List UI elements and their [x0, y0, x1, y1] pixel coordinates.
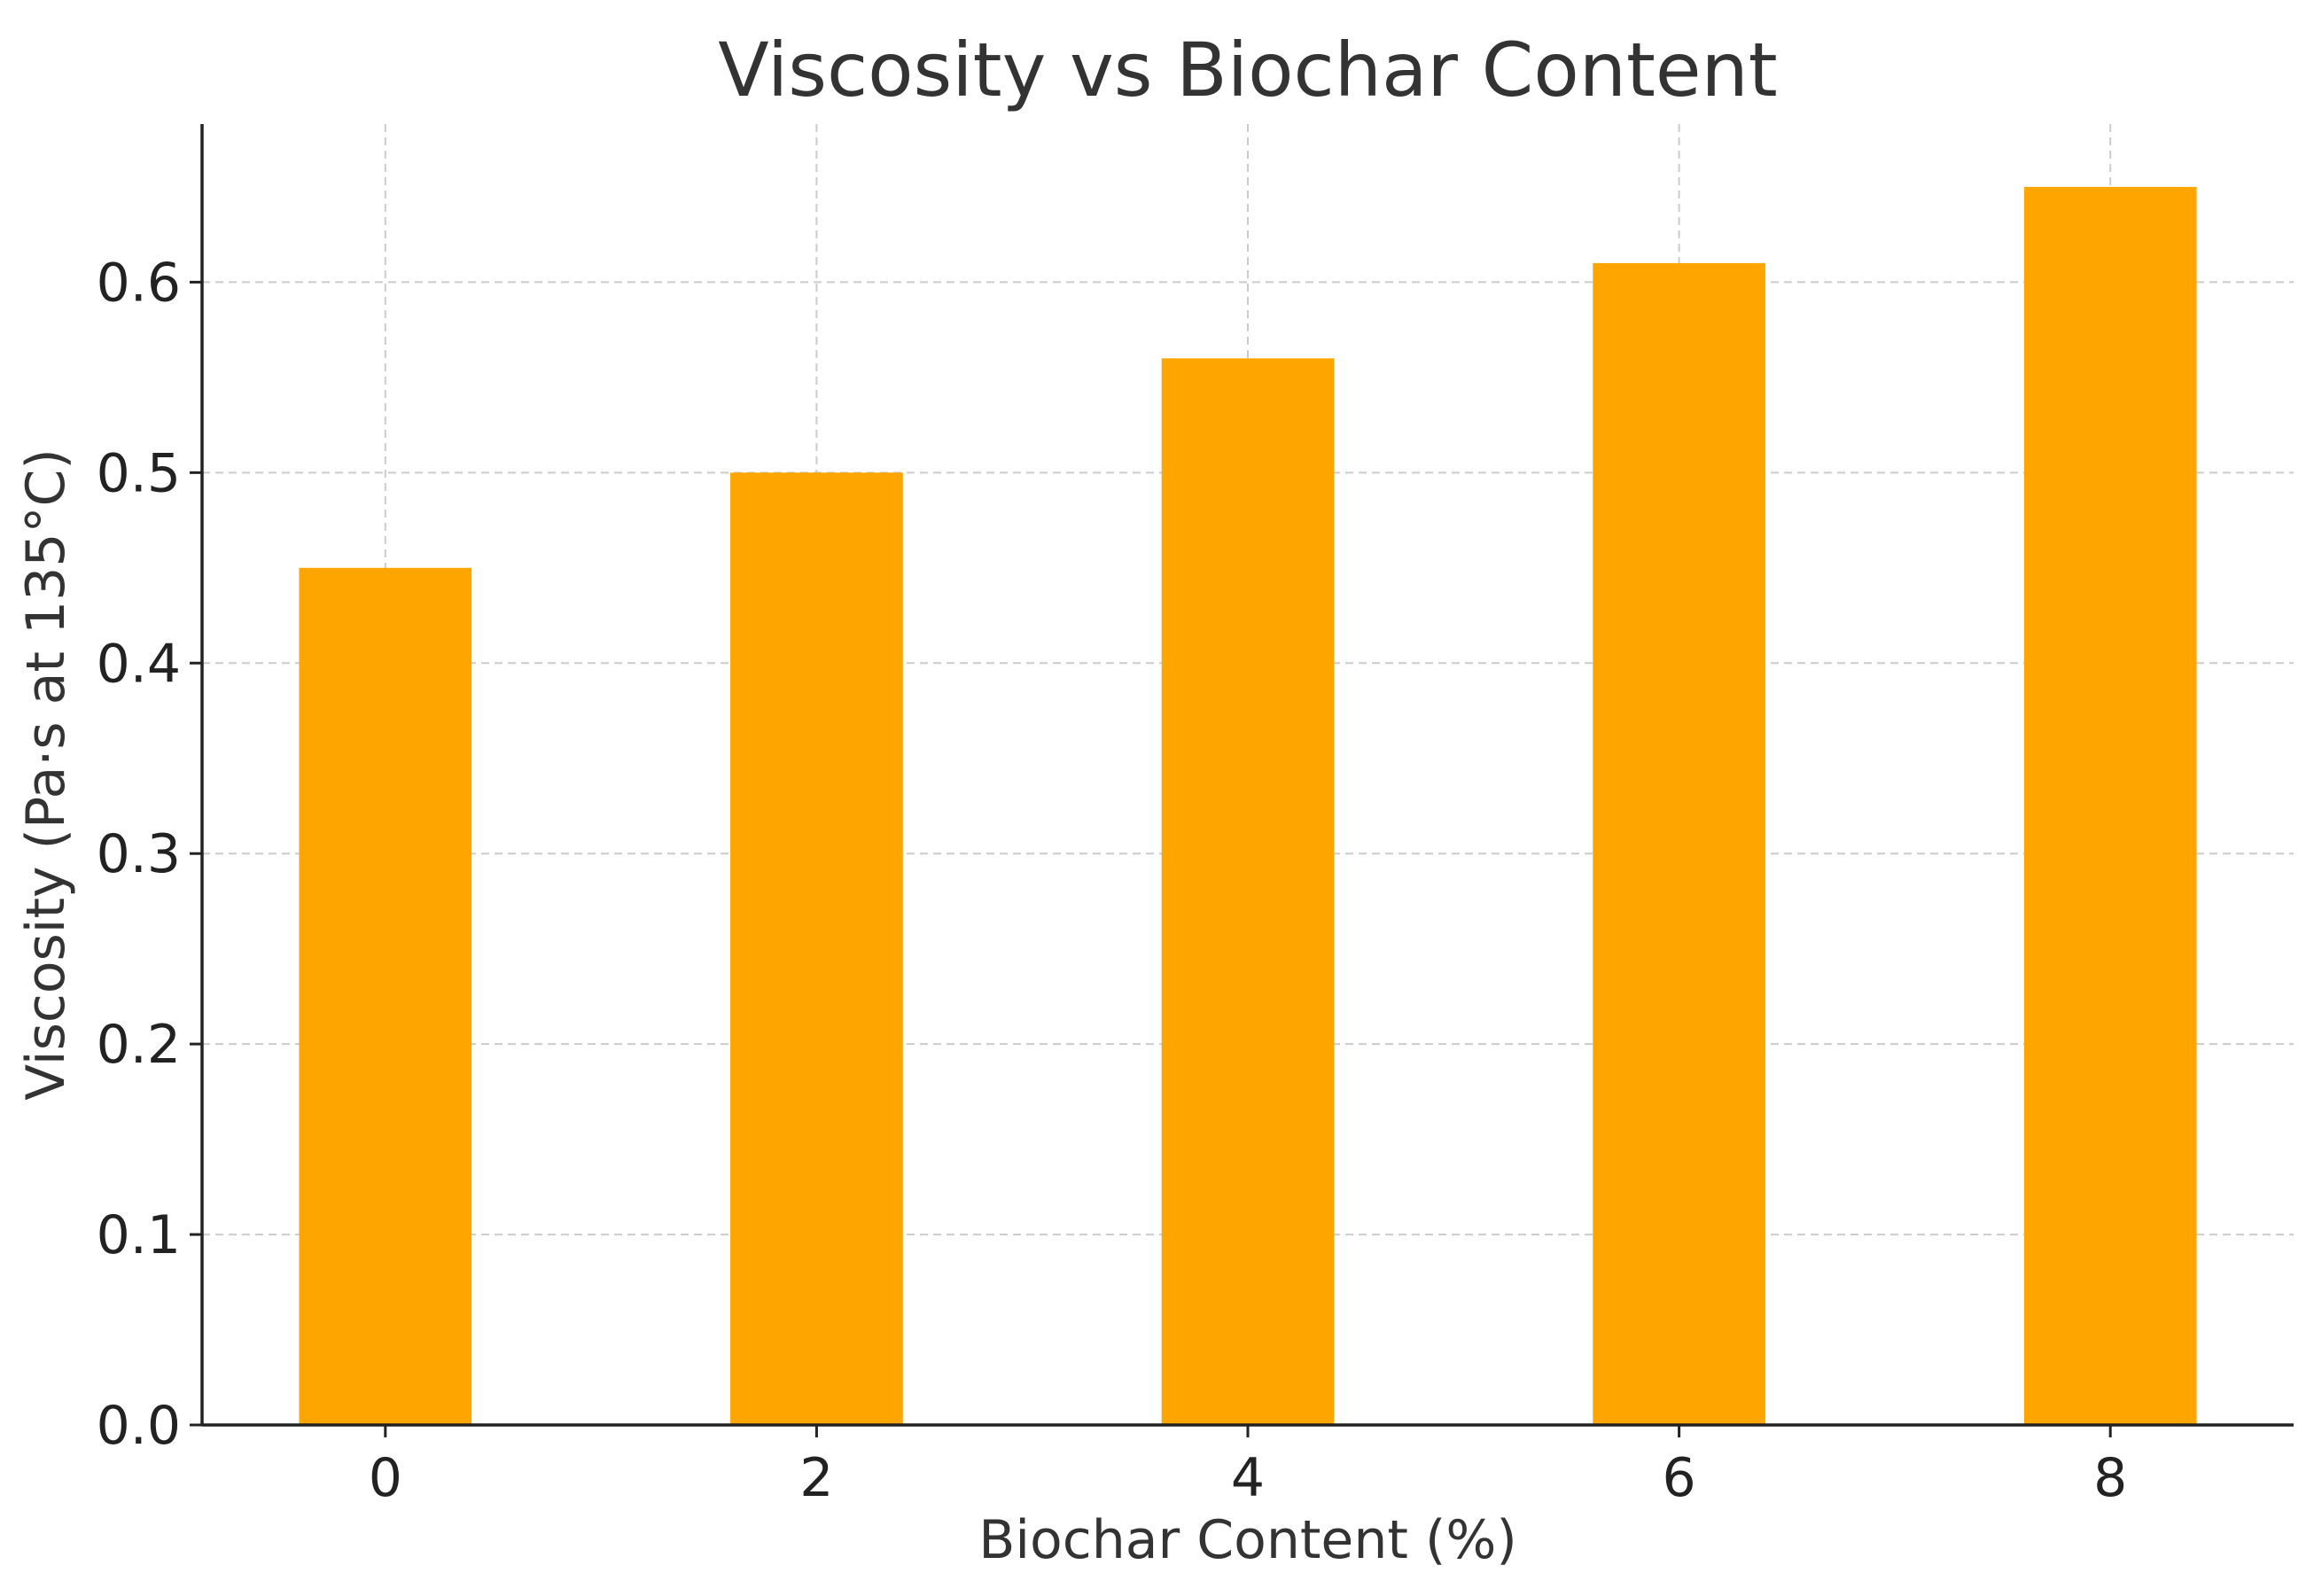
x-tick-label: 0 — [369, 1447, 402, 1509]
y-tick-label: 0.0 — [97, 1395, 181, 1457]
y-tick-label: 0.3 — [97, 823, 181, 885]
y-tick-label: 0.6 — [97, 252, 181, 314]
y-tick-label: 0.1 — [97, 1204, 181, 1266]
y-tick-label: 0.5 — [97, 442, 181, 504]
x-axis-label: Biochar Content (%) — [978, 1509, 1517, 1571]
x-tick-label: 8 — [2093, 1447, 2127, 1509]
ticks: 0.0 0.1 0.2 0.3 0.4 0.5 0.6 0 2 4 6 8 — [97, 252, 2128, 1509]
x-tick-label: 2 — [799, 1447, 833, 1509]
y-tick-label: 0.2 — [97, 1014, 181, 1076]
bar — [2023, 186, 2197, 1426]
x-tick-label: 6 — [1663, 1447, 1696, 1509]
y-axis-label: Viscosity (Pa·s at 135°C) — [15, 448, 77, 1101]
bar — [1161, 358, 1335, 1426]
bars — [299, 186, 2197, 1426]
chart-title: Viscosity vs Biochar Content — [718, 27, 1777, 113]
bar — [299, 567, 472, 1425]
bar — [1593, 262, 1765, 1426]
x-tick-label: 4 — [1231, 1447, 1265, 1509]
y-tick-label: 0.4 — [97, 633, 181, 695]
bar — [730, 472, 903, 1426]
